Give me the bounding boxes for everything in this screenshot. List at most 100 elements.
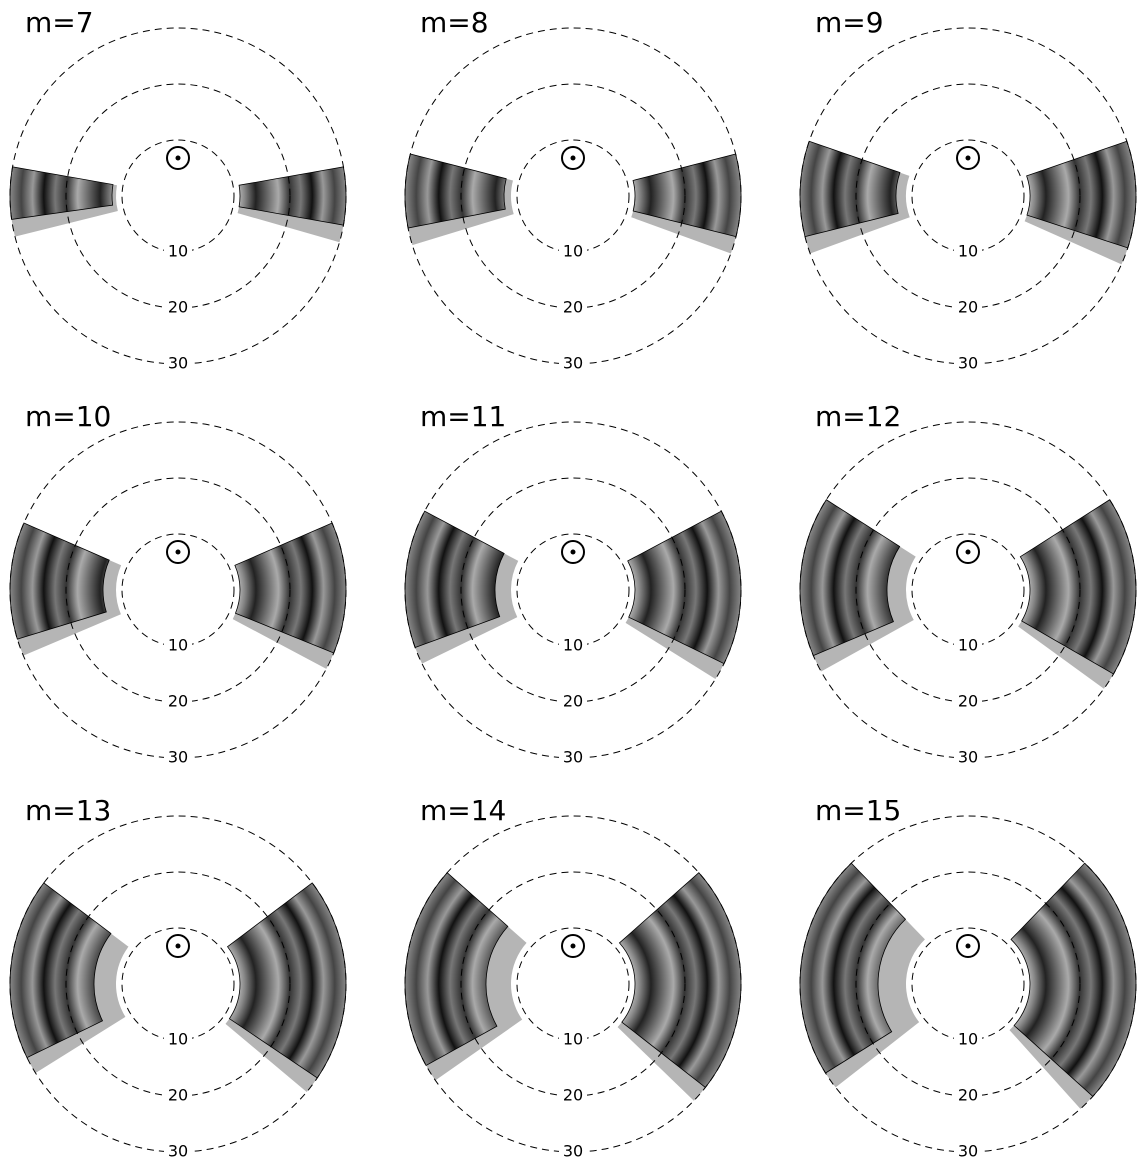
polar-panel: 10 20 30 m=8 — [404, 6, 742, 373]
ring — [855, 83, 1081, 309]
r-tick-label: 30 — [958, 354, 978, 373]
tick-label-bg — [164, 243, 192, 261]
tick-label-bg — [954, 637, 982, 655]
ring — [65, 477, 291, 703]
sun-dot — [570, 155, 576, 161]
ring — [799, 815, 1137, 1153]
sun-dot — [175, 549, 181, 555]
tick-label-bg — [164, 693, 192, 711]
tick-label-bg — [954, 1087, 982, 1105]
wedge — [618, 872, 742, 1088]
r-tick-label: 10 — [563, 636, 583, 655]
r-tick-label: 30 — [958, 748, 978, 767]
tick-label-bg — [559, 693, 587, 711]
sun-dot — [175, 155, 181, 161]
sun-dot — [965, 943, 971, 949]
ring — [404, 421, 742, 759]
tick-label-bg — [559, 299, 587, 317]
polar-panel: 10 20 30 m=9 — [799, 6, 1137, 373]
panel-title: m=7 — [25, 6, 94, 39]
ring — [65, 83, 291, 309]
tick-label-bg — [559, 243, 587, 261]
wedge — [632, 153, 742, 238]
tick-label-bg — [164, 355, 192, 373]
tick-label-bg — [164, 1087, 192, 1105]
r-tick-label: 20 — [168, 692, 188, 711]
r-tick-label: 30 — [958, 1142, 978, 1158]
r-tick-label: 20 — [958, 692, 978, 711]
r-tick-label: 20 — [168, 298, 188, 317]
tick-label-bg — [559, 355, 587, 373]
tick-label-bg — [954, 243, 982, 261]
ring — [9, 27, 347, 365]
r-tick-label: 10 — [958, 242, 978, 261]
tick-label-bg — [164, 637, 192, 655]
tick-label-bg — [164, 1143, 192, 1158]
r-tick-label: 20 — [168, 1086, 188, 1105]
ring — [855, 477, 1081, 703]
polar-panel: 10 20 30 m=13 — [9, 794, 347, 1158]
tick-label-bg — [954, 1031, 982, 1049]
ring — [460, 83, 686, 309]
r-tick-label: 10 — [168, 242, 188, 261]
ring — [65, 871, 291, 1097]
polar-panel: 10 20 30 m=14 — [404, 794, 742, 1158]
sun-dot — [965, 155, 971, 161]
tick-label-bg — [164, 299, 192, 317]
r-tick-label: 30 — [563, 1142, 583, 1158]
polar-panel: 10 20 30 m=7 — [9, 6, 347, 373]
polar-panel: 10 20 30 m=12 — [799, 400, 1137, 767]
wedge — [1019, 499, 1137, 675]
r-tick-label: 10 — [958, 1030, 978, 1049]
wedge — [226, 882, 347, 1079]
r-tick-label: 30 — [563, 748, 583, 767]
r-tick-label: 10 — [563, 242, 583, 261]
r-tick-label: 20 — [563, 692, 583, 711]
r-tick-label: 30 — [168, 1142, 188, 1158]
r-tick-label: 10 — [563, 1030, 583, 1049]
tick-label-bg — [559, 749, 587, 767]
r-tick-label: 30 — [563, 354, 583, 373]
ring — [9, 421, 347, 759]
ring — [855, 871, 1081, 1097]
wedge — [1026, 140, 1137, 249]
ring — [799, 27, 1137, 365]
panel-title: m=14 — [420, 794, 506, 827]
tick-label-bg — [954, 355, 982, 373]
ring — [799, 421, 1137, 759]
tick-label-bg — [559, 637, 587, 655]
ring — [404, 815, 742, 1153]
tick-label-bg — [954, 299, 982, 317]
ring — [460, 477, 686, 703]
tick-label-bg — [954, 693, 982, 711]
panel-title: m=9 — [815, 6, 884, 39]
tick-label-bg — [954, 1143, 982, 1158]
ring — [460, 871, 686, 1097]
polar-panel: 10 20 30 m=10 — [9, 400, 347, 767]
ring — [404, 27, 742, 365]
sun-dot — [175, 943, 181, 949]
tick-label-bg — [164, 749, 192, 767]
wedge — [799, 140, 901, 238]
r-tick-label: 10 — [168, 1030, 188, 1049]
r-tick-label: 30 — [168, 354, 188, 373]
r-tick-label: 10 — [958, 636, 978, 655]
tick-label-bg — [559, 1087, 587, 1105]
r-tick-label: 20 — [958, 1086, 978, 1105]
wedge — [1010, 862, 1137, 1097]
sun-dot — [965, 549, 971, 555]
tick-label-bg — [559, 1031, 587, 1049]
tick-label-bg — [164, 1031, 192, 1049]
wedge — [627, 510, 742, 665]
panel-title: m=10 — [25, 400, 111, 433]
r-tick-label: 20 — [958, 298, 978, 317]
sun-dot — [570, 943, 576, 949]
panel-title: m=12 — [815, 400, 901, 433]
ring — [9, 815, 347, 1153]
panel-title: m=11 — [420, 400, 506, 433]
sun-dot — [570, 549, 576, 555]
polar-panel: 10 20 30 m=15 — [799, 794, 1137, 1158]
panel-title: m=8 — [420, 6, 489, 39]
polar-panel: 10 20 30 m=11 — [404, 400, 742, 767]
